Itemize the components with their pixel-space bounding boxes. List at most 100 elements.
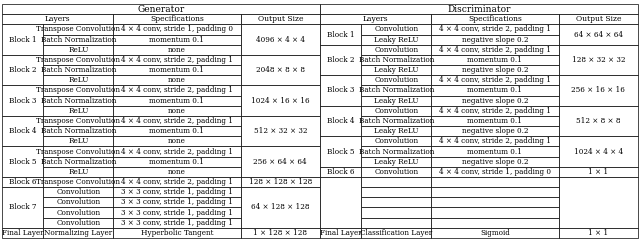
Bar — [113, 116, 241, 126]
Text: momentum 0.1: momentum 0.1 — [467, 117, 522, 125]
Bar — [362, 35, 431, 45]
Text: 3 × 3 conv, stride 1, padding 1: 3 × 3 conv, stride 1, padding 1 — [121, 219, 233, 227]
Text: Hyperbolic Tangent: Hyperbolic Tangent — [141, 229, 213, 237]
Bar — [431, 14, 559, 24]
Bar — [362, 55, 431, 65]
Text: Batch Normalization: Batch Normalization — [40, 66, 116, 74]
Text: none: none — [168, 46, 186, 54]
Text: Convolution: Convolution — [374, 46, 419, 54]
Bar — [44, 126, 113, 136]
Text: Block 7: Block 7 — [9, 204, 36, 212]
Bar — [362, 167, 431, 177]
Bar — [44, 218, 113, 228]
Bar — [241, 146, 320, 177]
Bar — [362, 136, 431, 146]
Bar — [320, 167, 362, 177]
Text: Block 6: Block 6 — [327, 168, 355, 176]
Bar — [44, 116, 113, 126]
Bar — [2, 24, 44, 55]
Text: 1 × 1: 1 × 1 — [588, 229, 608, 237]
Text: 256 × 16 × 16: 256 × 16 × 16 — [572, 86, 625, 94]
Bar — [241, 228, 320, 238]
Text: Block 5: Block 5 — [9, 158, 36, 166]
Text: negative slope 0.2: negative slope 0.2 — [461, 36, 528, 44]
Bar — [320, 75, 362, 106]
Bar — [431, 218, 559, 228]
Bar — [431, 96, 559, 106]
Text: Block 3: Block 3 — [327, 86, 355, 94]
Text: momentum 0.1: momentum 0.1 — [150, 158, 204, 166]
Bar — [320, 106, 362, 136]
Bar — [431, 126, 559, 136]
Bar — [44, 146, 113, 157]
Text: 3 × 3 conv, stride 1, padding 1: 3 × 3 conv, stride 1, padding 1 — [121, 209, 233, 217]
Bar — [362, 75, 431, 85]
Text: Final Layer: Final Layer — [2, 229, 44, 237]
Text: 128 × 32 × 32: 128 × 32 × 32 — [572, 56, 625, 64]
Text: Batch Normalization: Batch Normalization — [40, 36, 116, 44]
Bar — [559, 14, 638, 24]
Bar — [44, 177, 113, 187]
Bar — [241, 177, 320, 187]
Text: ReLU: ReLU — [68, 137, 88, 145]
Bar — [431, 177, 559, 187]
Text: 64 × 128 × 128: 64 × 128 × 128 — [251, 204, 310, 212]
Bar — [559, 75, 638, 106]
Text: 4 × 4 conv, stride 2, padding 1: 4 × 4 conv, stride 2, padding 1 — [121, 117, 233, 125]
Bar — [362, 177, 431, 187]
Bar — [362, 65, 431, 75]
Text: Batch Normalization: Batch Normalization — [358, 148, 434, 156]
Text: 4 × 4 conv, stride 2, padding 1: 4 × 4 conv, stride 2, padding 1 — [439, 76, 551, 84]
Bar — [320, 177, 362, 228]
Text: Block 2: Block 2 — [327, 56, 355, 64]
Text: none: none — [168, 107, 186, 115]
Text: 4 × 4 conv, stride 2, padding 1: 4 × 4 conv, stride 2, padding 1 — [439, 137, 551, 145]
Text: Batch Normalization: Batch Normalization — [358, 117, 434, 125]
Bar — [320, 228, 362, 238]
Text: Block 5: Block 5 — [327, 148, 355, 156]
Bar — [362, 126, 431, 136]
Text: Transpose Convolution: Transpose Convolution — [36, 178, 120, 186]
Bar — [431, 65, 559, 75]
Text: Leaky ReLU: Leaky ReLU — [374, 97, 419, 105]
Bar — [113, 45, 241, 55]
Bar — [431, 55, 559, 65]
Bar — [2, 187, 44, 228]
Text: Batch Normalization: Batch Normalization — [40, 158, 116, 166]
Text: 1024 × 16 × 16: 1024 × 16 × 16 — [251, 97, 310, 105]
Bar — [113, 218, 241, 228]
Bar — [113, 65, 241, 75]
Text: Transpose Convolution: Transpose Convolution — [36, 148, 120, 156]
Text: Layers: Layers — [45, 15, 70, 23]
Bar — [362, 207, 431, 218]
Bar — [241, 14, 320, 24]
Text: Convolution: Convolution — [374, 76, 419, 84]
Bar — [241, 187, 320, 228]
Text: 4096 × 4 × 4: 4096 × 4 × 4 — [256, 36, 305, 44]
Bar — [431, 228, 559, 238]
Text: 3 × 3 conv, stride 1, padding 1: 3 × 3 conv, stride 1, padding 1 — [121, 188, 233, 196]
Text: Layers: Layers — [363, 15, 388, 23]
Text: Block 3: Block 3 — [9, 97, 36, 105]
Text: 64 × 64 × 64: 64 × 64 × 64 — [573, 30, 623, 38]
Text: none: none — [168, 168, 186, 176]
Bar — [431, 116, 559, 126]
Bar — [113, 55, 241, 65]
Text: momentum 0.1: momentum 0.1 — [150, 127, 204, 135]
Bar — [44, 35, 113, 45]
Bar — [113, 14, 241, 24]
Bar — [113, 126, 241, 136]
Text: none: none — [168, 76, 186, 84]
Text: Leaky ReLU: Leaky ReLU — [374, 127, 419, 135]
Text: negative slope 0.2: negative slope 0.2 — [461, 97, 528, 105]
Bar — [559, 136, 638, 167]
Bar — [362, 157, 431, 167]
Text: momentum 0.1: momentum 0.1 — [150, 36, 204, 44]
Bar — [113, 177, 241, 187]
Bar — [113, 106, 241, 116]
Text: Block 4: Block 4 — [9, 127, 36, 135]
Bar — [44, 96, 113, 106]
Bar — [320, 24, 362, 45]
Bar — [559, 167, 638, 177]
Text: 2048 × 8 × 8: 2048 × 8 × 8 — [256, 66, 305, 74]
